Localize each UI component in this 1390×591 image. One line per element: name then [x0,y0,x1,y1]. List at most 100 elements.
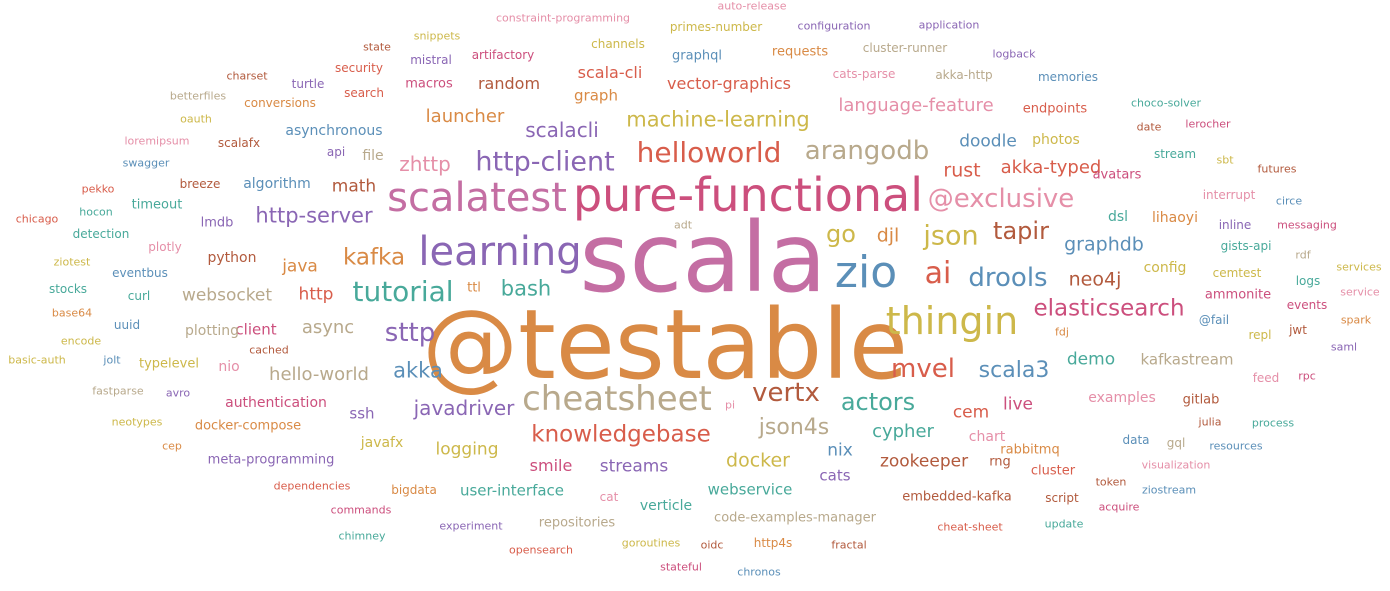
tag-live[interactable]: live [1003,394,1033,415]
tag-commands[interactable]: commands [330,503,392,517]
tag-requests[interactable]: requests [771,44,829,60]
tag-file[interactable]: file [362,148,384,164]
tag-algorithm[interactable]: algorithm [243,176,311,192]
tag-chart[interactable]: chart [968,429,1006,445]
tag-service[interactable]: service [1340,285,1380,299]
tag-webservice[interactable]: webservice [707,480,793,499]
tag-cluster-runner[interactable]: cluster-runner [862,41,948,55]
tag-turtle[interactable]: turtle [291,77,325,91]
tag-jwt[interactable]: jwt [1289,323,1307,337]
tag-token[interactable]: token [1095,475,1127,489]
tag-client[interactable]: client [235,320,277,339]
tag-async[interactable]: async [301,317,355,338]
tag-circe[interactable]: circe [1275,194,1303,208]
tag-dependencies[interactable]: dependencies [273,479,351,493]
tag-bash[interactable]: bash [500,276,552,301]
tag-memories[interactable]: memories [1037,70,1099,84]
tag-julia[interactable]: julia [1198,415,1222,429]
tag-lmdb[interactable]: lmdb [200,215,234,231]
tag-update[interactable]: update [1044,517,1084,531]
tag-application[interactable]: application [918,18,980,32]
tag-arangodb[interactable]: arangodb [804,136,930,166]
tag-exclusive[interactable]: @exclusive [927,184,1075,214]
tag-interrupt[interactable]: interrupt [1202,188,1256,202]
tag-embedded-kafka[interactable]: embedded-kafka [902,489,1012,505]
tag-curl[interactable]: curl [127,289,151,303]
tag-streams[interactable]: streams [599,456,669,477]
tag-visualization[interactable]: visualization [1141,458,1211,472]
tag-asynchronous[interactable]: asynchronous [285,123,383,139]
tag-cached[interactable]: cached [249,343,289,357]
tag-akka-typed[interactable]: akka-typed [1000,157,1102,178]
tag-scala3[interactable]: scala3 [978,358,1050,383]
tag-channels[interactable]: channels [591,37,645,51]
tag-encode[interactable]: encode [60,334,102,348]
tag-helloworld[interactable]: helloworld [636,136,782,169]
tag-ssh[interactable]: ssh [349,404,375,423]
tag-gists-api[interactable]: gists-api [1220,239,1272,253]
tag-timeout[interactable]: timeout [131,197,183,213]
tag-http[interactable]: http [298,284,334,305]
tag-auto-release[interactable]: auto-release [717,0,787,13]
tag-cep[interactable]: cep [162,439,182,453]
tag-docker-compose[interactable]: docker-compose [194,418,302,434]
tag-oidc[interactable]: oidc [700,538,724,552]
tag-feed[interactable]: feed [1252,371,1280,385]
tag-doodle[interactable]: doodle [959,131,1017,152]
tag-detection[interactable]: detection [72,227,130,241]
tag-demo[interactable]: demo [1066,349,1116,370]
tag-endpoints[interactable]: endpoints [1022,101,1088,117]
tag-authentication[interactable]: authentication [225,395,327,411]
tag-choco-solver[interactable]: choco-solver [1130,96,1202,110]
tag-akka-http[interactable]: akka-http [935,68,993,82]
tag-json[interactable]: json [923,220,979,252]
tag-chicago[interactable]: chicago [15,212,59,226]
tag-script[interactable]: script [1045,491,1079,505]
tag-opensearch[interactable]: opensearch [509,543,573,557]
tag-cemtest[interactable]: cemtest [1212,266,1262,280]
tag-scalacli[interactable]: scalacli [525,118,599,142]
tag-cem[interactable]: cem [952,402,990,423]
tag-rabbitmq[interactable]: rabbitmq [1000,442,1060,458]
tag-language-feature[interactable]: language-feature [838,95,994,116]
tag-zookeeper[interactable]: zookeeper [879,451,969,472]
tag-fdj[interactable]: fdj [1055,325,1069,339]
tag-launcher[interactable]: launcher [425,106,505,127]
tag-smile[interactable]: smile [529,456,573,475]
tag-dsl[interactable]: dsl [1107,209,1129,225]
tag-primes-number[interactable]: primes-number [669,20,763,34]
tag-configuration[interactable]: configuration [797,19,871,33]
tag-rust[interactable]: rust [943,159,981,182]
tag-cluster[interactable]: cluster [1030,463,1076,479]
tag-conversions[interactable]: conversions [244,96,316,110]
tag-saml[interactable]: saml [1330,340,1358,354]
tag-scalatest[interactable]: scalatest [387,175,567,221]
tag-logback[interactable]: logback [992,47,1036,61]
tag-tapir[interactable]: tapir [993,217,1049,245]
tag-actors[interactable]: actors [840,388,916,416]
tag-cheatsheet[interactable]: cheatsheet [522,379,712,419]
tag-cat[interactable]: cat [599,490,619,504]
tag-sttp[interactable]: sttp [384,318,436,348]
tag-graphql[interactable]: graphql [672,48,722,64]
tag-rdf[interactable]: rdf [1295,248,1311,262]
tag-user-interface[interactable]: user-interface [459,481,565,500]
tag-code-examples-manager[interactable]: code-examples-manager [714,510,876,526]
tag-eventbus[interactable]: eventbus [112,266,168,280]
tag-graphdb[interactable]: graphdb [1064,233,1144,256]
tag-bigdata[interactable]: bigdata [391,483,437,497]
tag-inline[interactable]: inline [1218,218,1252,232]
tag-machine-learning[interactable]: machine-learning [626,107,810,132]
tag-http-server[interactable]: http-server [255,203,373,228]
tag-mvel[interactable]: mvel [891,354,955,384]
tag-artifactory[interactable]: artifactory [471,48,535,62]
tag-cats-parse[interactable]: cats-parse [832,67,896,81]
tag-vector-graphics[interactable]: vector-graphics [667,74,791,93]
tag-vertx[interactable]: vertx [752,378,820,408]
tag-http4s[interactable]: http4s [753,536,793,550]
tag-ammonite[interactable]: ammonite [1204,287,1272,303]
tag-websocket[interactable]: websocket [181,285,273,306]
tag-config[interactable]: config [1143,260,1187,276]
tag-go[interactable]: go [826,220,856,248]
tag-swagger[interactable]: swagger [122,156,170,170]
